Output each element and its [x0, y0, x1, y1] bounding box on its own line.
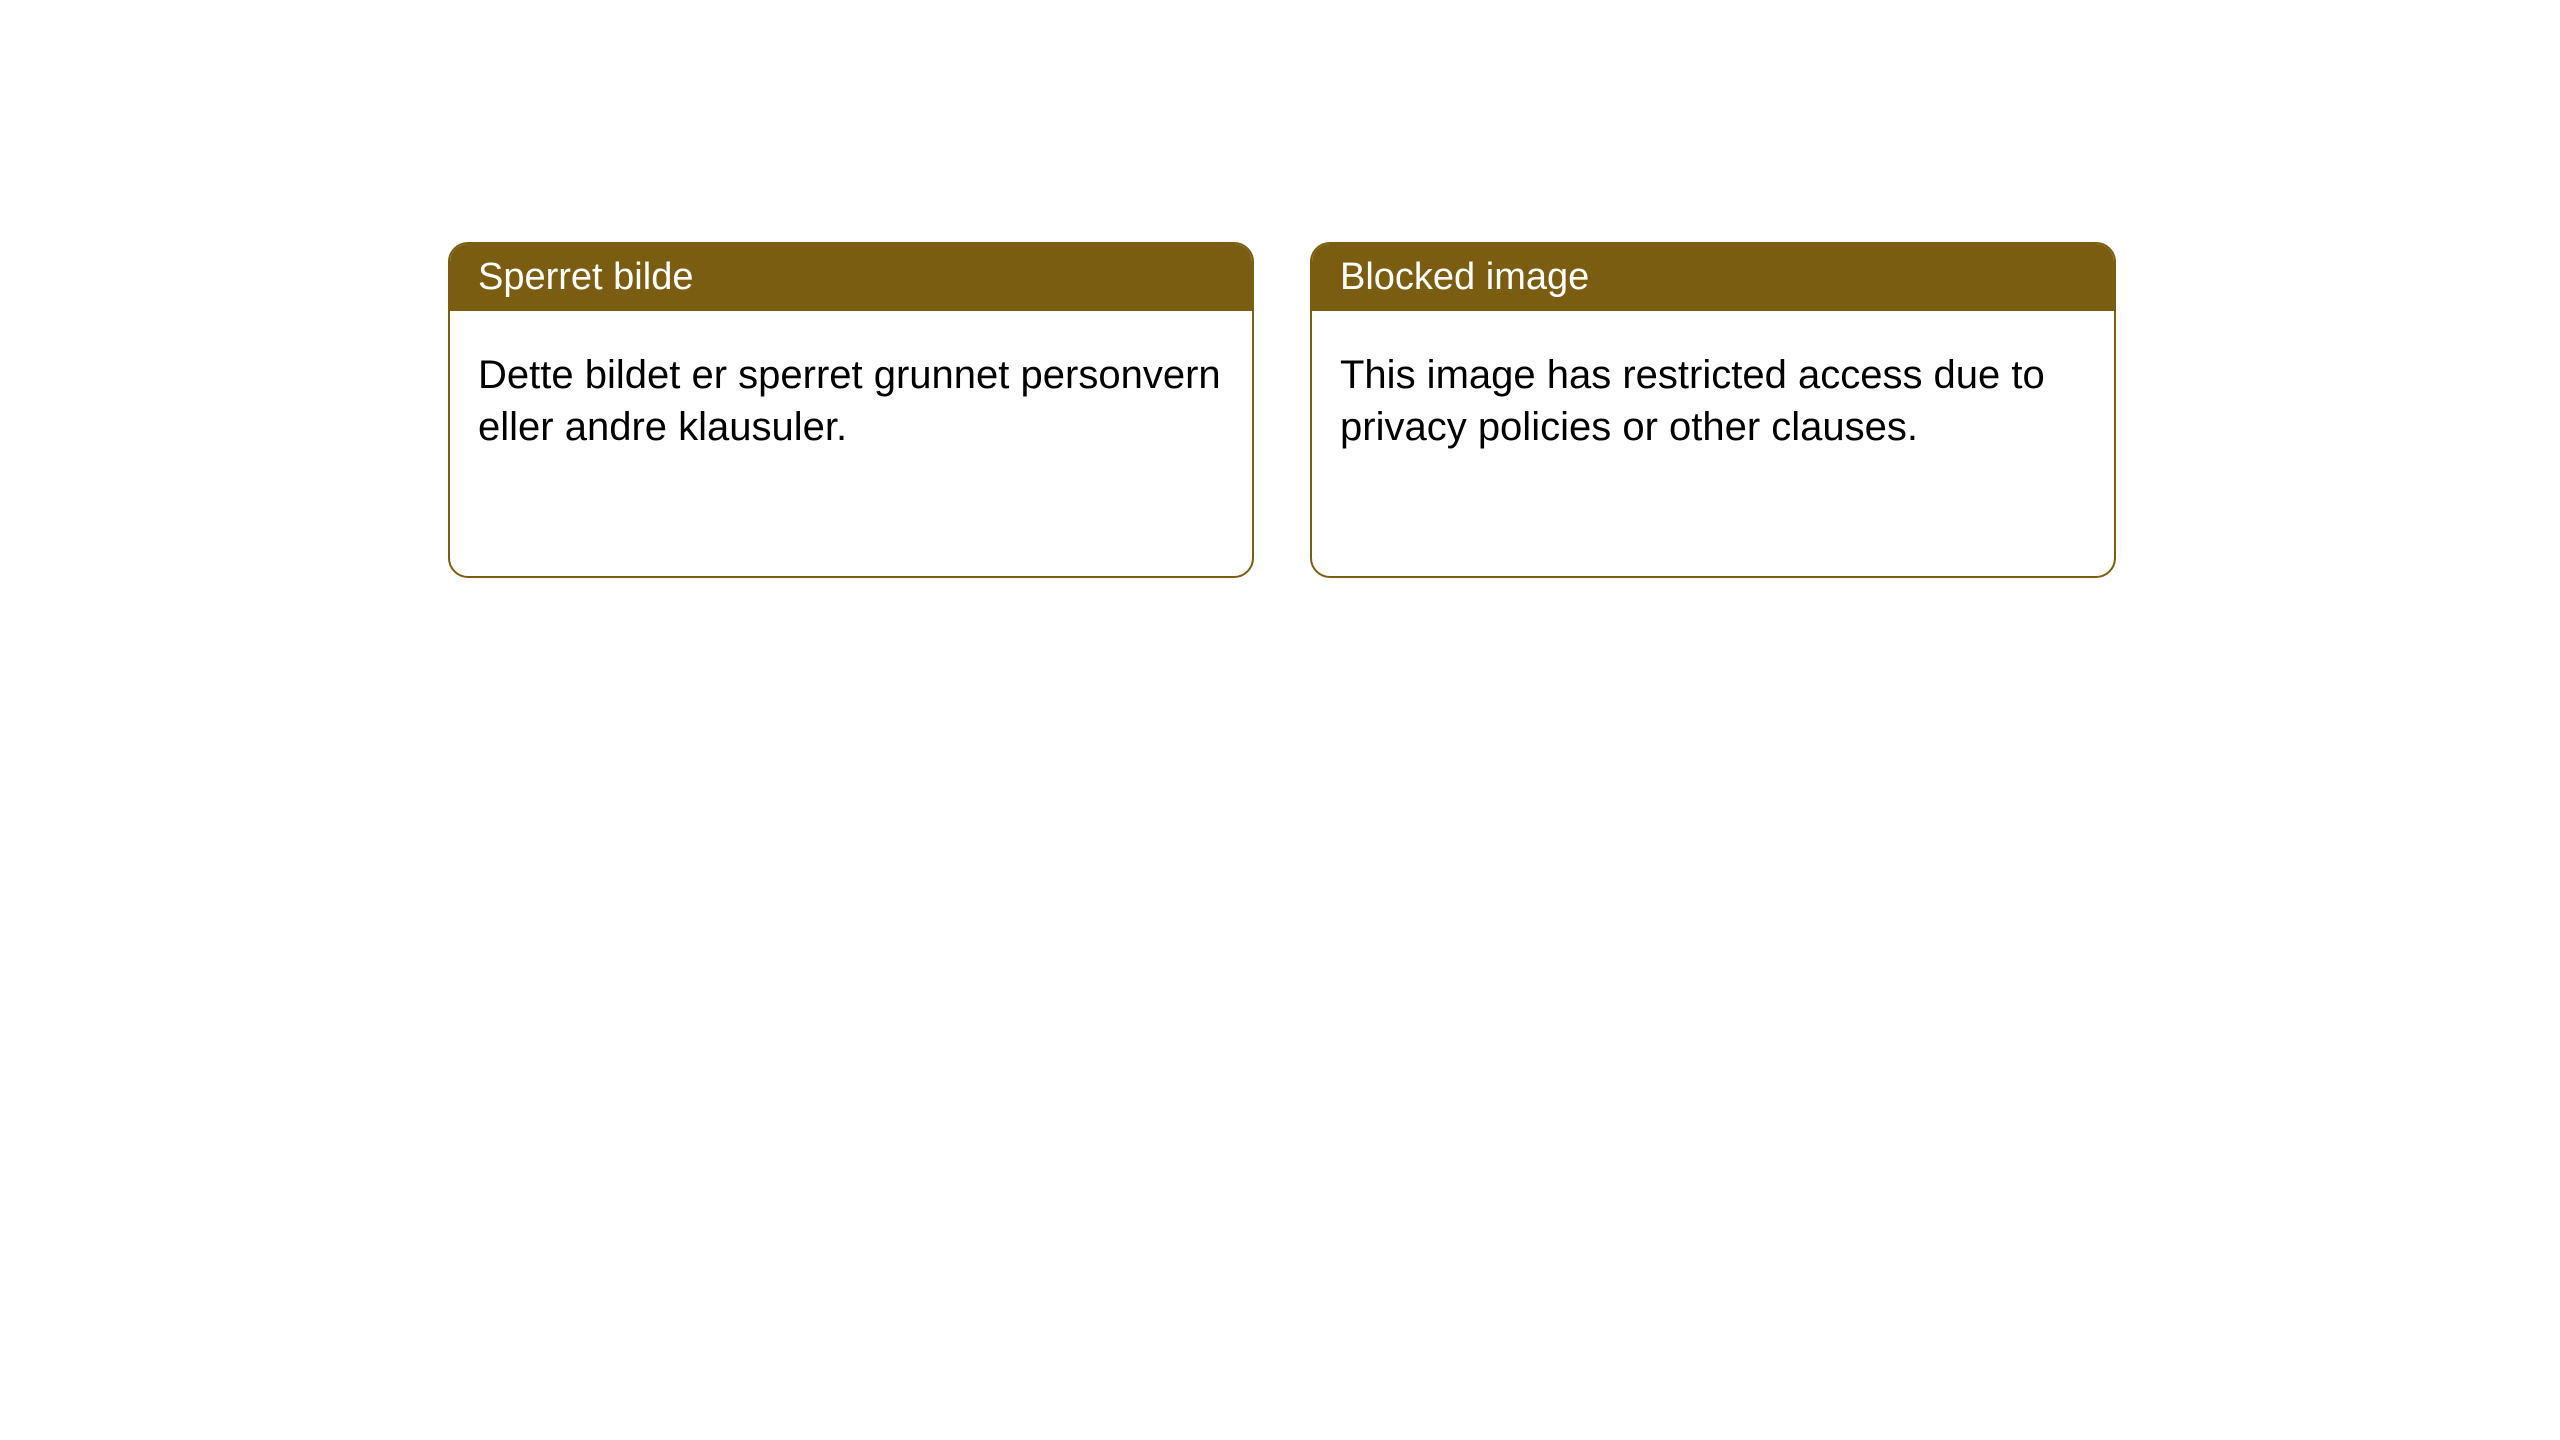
blocked-image-card-en: Blocked image This image has restricted … [1310, 242, 2116, 578]
card-header-en: Blocked image [1312, 244, 2114, 311]
card-header-no: Sperret bilde [450, 244, 1252, 311]
card-message-en: This image has restricted access due to … [1340, 353, 2045, 449]
card-title-en: Blocked image [1340, 256, 1589, 298]
notice-container: Sperret bilde Dette bildet er sperret gr… [0, 0, 2560, 578]
card-body-no: Dette bildet er sperret grunnet personve… [450, 311, 1252, 491]
blocked-image-card-no: Sperret bilde Dette bildet er sperret gr… [448, 242, 1254, 578]
card-message-no: Dette bildet er sperret grunnet personve… [478, 353, 1221, 449]
card-body-en: This image has restricted access due to … [1312, 311, 2114, 491]
card-title-no: Sperret bilde [478, 256, 693, 298]
